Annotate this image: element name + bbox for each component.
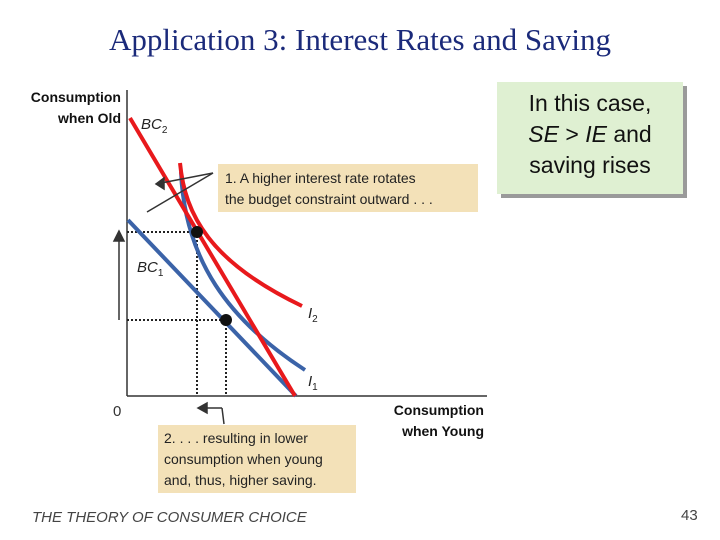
callout-se: SE xyxy=(528,121,559,147)
callout-line2: SE > IE and xyxy=(497,119,683,150)
callout-ie: IE xyxy=(585,121,607,147)
bc2-label: BC2 xyxy=(141,116,168,136)
indifference-curve-i2 xyxy=(178,162,303,308)
footer-text: THE THEORY OF CONSUMER CHOICE xyxy=(32,509,307,526)
note2-line3: and, thus, higher saving. xyxy=(164,472,317,488)
budget-constraint-bc2 xyxy=(128,116,297,398)
callout-and: and xyxy=(606,121,652,147)
rotation-arrow xyxy=(146,172,214,213)
note-box-1 xyxy=(218,164,478,212)
indifference-curve-i1 xyxy=(179,171,307,372)
note2-line1: 2. . . . resulting in lower xyxy=(164,430,308,446)
page-number: 43 xyxy=(681,507,698,524)
i2-label: I2 xyxy=(308,305,318,325)
tangency-point-new xyxy=(191,226,203,238)
y-axis-label: Consumption xyxy=(31,89,121,105)
slide-title: Application 3: Interest Rates and Saving xyxy=(109,22,611,57)
bc1-label: BC1 xyxy=(137,259,164,279)
callout-line1: In this case, xyxy=(528,90,652,116)
note2-line2: consumption when young xyxy=(164,451,323,467)
left-arrow xyxy=(196,401,225,425)
i1-label: I1 xyxy=(308,373,318,393)
tangency-point-old xyxy=(220,314,232,326)
x-axis-label: Consumption xyxy=(394,402,484,418)
y-axis-label-2: when Old xyxy=(57,110,121,126)
origin-label: 0 xyxy=(113,403,121,420)
callout-line3: saving rises xyxy=(529,152,651,178)
callout-box: In this case, SE > IE and saving rises xyxy=(497,82,683,194)
note1-line1: 1. A higher interest rate rotates xyxy=(225,170,416,186)
x-axis-label-2: when Young xyxy=(401,423,484,439)
callout-gt: > xyxy=(558,121,586,147)
budget-constraint-bc1 xyxy=(126,218,298,398)
up-arrow xyxy=(112,229,126,320)
note1-line2: the budget constraint outward . . . xyxy=(225,191,433,207)
note-box-2 xyxy=(158,425,356,493)
